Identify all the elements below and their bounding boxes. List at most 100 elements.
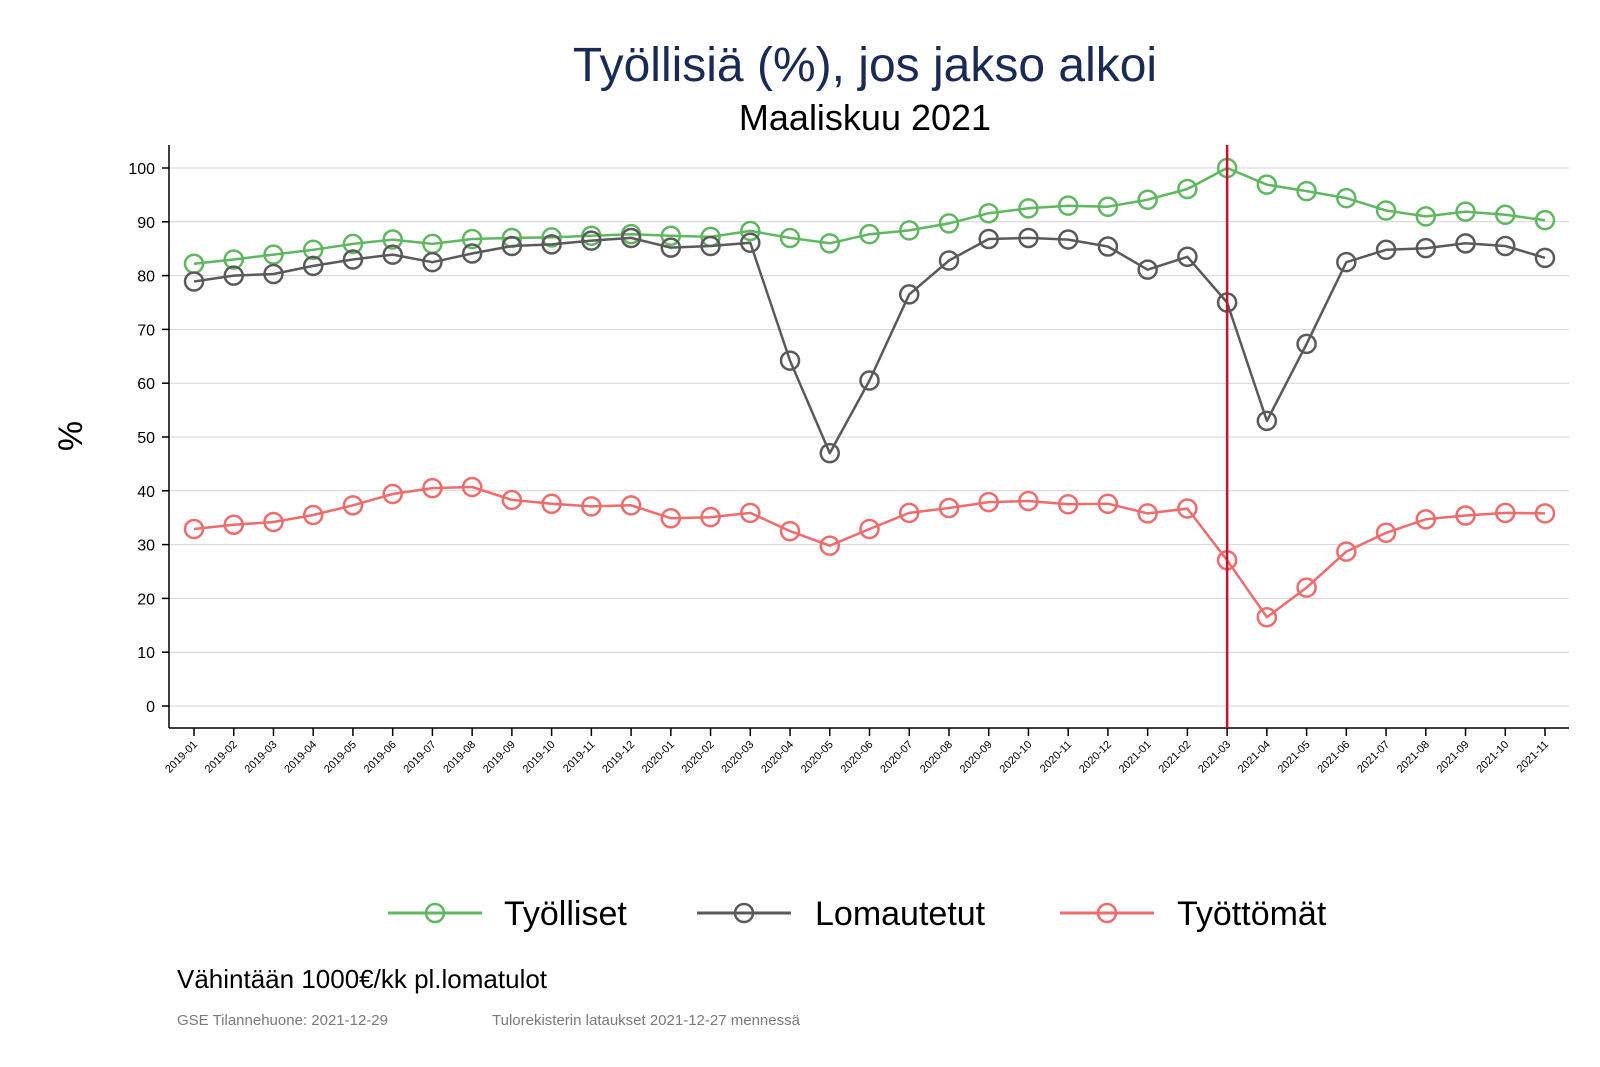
data-point-lomautetut[interactable] [581,230,602,251]
data-point-tyolliset[interactable] [342,233,364,255]
data-point-tyottomat[interactable] [1256,606,1278,628]
data-point-lomautetut[interactable] [1256,410,1278,432]
data-point-tyolliset[interactable] [1415,206,1437,227]
data-point-tyottomat[interactable] [700,506,721,528]
data-point-tyottomat[interactable] [1375,522,1397,544]
data-point-lomautetut[interactable] [938,250,960,271]
data-point-lomautetut[interactable] [541,234,562,255]
data-point-lomautetut[interactable] [1415,237,1437,259]
data-point-tyottomat[interactable] [183,518,205,540]
data-point-tyolliset[interactable] [1097,196,1119,217]
data-point-lomautetut[interactable] [978,228,999,250]
data-point-lomautetut[interactable] [819,442,841,464]
data-point-lomautetut[interactable] [461,243,483,264]
data-point-tyolliset[interactable] [779,227,801,249]
data-point-tyottomat[interactable] [422,477,443,499]
data-point-lomautetut[interactable] [223,265,244,286]
data-point-tyottomat[interactable] [382,483,403,505]
data-point-tyottomat[interactable] [620,495,642,516]
data-point-lomautetut[interactable] [740,232,761,254]
data-point-tyottomat[interactable] [342,495,364,516]
data-point-tyolliset[interactable] [859,223,880,245]
data-point-tyottomat[interactable] [1534,503,1556,524]
data-point-tyottomat[interactable] [1455,505,1476,526]
data-point-tyottomat[interactable] [1097,493,1119,514]
data-point-tyolliset[interactable] [1177,178,1198,200]
data-point-lomautetut[interactable] [779,350,801,371]
data-point-tyolliset[interactable] [263,244,284,265]
data-point-tyottomat[interactable] [541,493,562,514]
data-point-lomautetut[interactable] [1296,333,1317,355]
data-point-tyolliset[interactable] [1495,204,1516,226]
data-point-lomautetut[interactable] [1534,247,1556,269]
data-point-lomautetut[interactable] [183,271,205,292]
data-point-lomautetut[interactable] [263,263,284,285]
data-point-lomautetut[interactable] [1336,251,1357,273]
data-point-tyolliset[interactable] [1375,200,1397,221]
data-point-lomautetut[interactable] [382,244,403,265]
data-point-lomautetut[interactable] [898,284,920,305]
data-point-lomautetut[interactable] [1018,227,1039,249]
data-point-tyolliset[interactable] [1256,174,1278,195]
data-point-tyottomat[interactable] [581,496,602,517]
data-point-lomautetut[interactable] [1455,233,1476,254]
data-point-tyolliset[interactable] [541,227,562,248]
data-point-tyolliset[interactable] [302,239,324,261]
data-point-tyolliset[interactable] [461,228,483,250]
data-point-tyottomat[interactable] [898,502,920,524]
data-point-tyottomat[interactable] [302,504,324,526]
data-point-tyolliset[interactable] [1455,201,1476,222]
data-point-tyottomat[interactable] [779,520,801,542]
data-point-lomautetut[interactable] [660,237,682,258]
data-point-lomautetut[interactable] [620,227,642,249]
data-point-lomautetut[interactable] [1375,239,1397,261]
data-point-tyolliset[interactable] [740,220,761,242]
data-point-tyottomat[interactable] [1137,503,1158,524]
data-point-tyolliset[interactable] [382,229,403,250]
data-point-tyottomat[interactable] [660,507,682,529]
data-point-tyolliset[interactable] [898,220,920,241]
data-point-lomautetut[interactable] [700,235,721,257]
data-point-lomautetut[interactable] [1177,246,1198,268]
data-point-lomautetut[interactable] [302,255,324,277]
data-point-lomautetut[interactable] [1137,259,1158,280]
data-point-tyottomat[interactable] [938,497,960,519]
data-point-tyolliset[interactable] [1137,189,1158,210]
data-point-tyolliset[interactable] [1296,180,1317,202]
data-point-tyolliset[interactable] [978,202,999,224]
data-point-tyottomat[interactable] [1177,498,1198,519]
data-point-tyottomat[interactable] [1495,502,1516,524]
data-point-lomautetut[interactable] [1097,236,1119,257]
data-point-tyottomat[interactable] [1018,490,1039,512]
data-point-tyottomat[interactable] [1336,541,1357,562]
data-point-tyottomat[interactable] [978,491,999,513]
data-point-tyolliset[interactable] [819,233,841,254]
data-point-lomautetut[interactable] [1495,235,1516,257]
data-point-lomautetut[interactable] [342,249,364,270]
data-point-tyolliset[interactable] [1018,198,1039,219]
data-point-tyottomat[interactable] [263,511,284,533]
data-point-lomautetut[interactable] [501,235,523,257]
data-point-tyottomat[interactable] [223,514,244,535]
data-point-tyolliset[interactable] [1057,195,1079,216]
data-point-tyottomat[interactable] [740,502,761,524]
data-point-tyolliset[interactable] [660,225,682,247]
legend-item-lomautetut[interactable]: Lomautetut [697,895,986,933]
data-point-tyottomat[interactable] [819,535,841,556]
legend-item-tyolliset[interactable]: Työlliset [388,895,627,933]
data-point-tyottomat[interactable] [1057,494,1079,515]
data-point-tyolliset[interactable] [1534,209,1556,231]
data-point-tyottomat[interactable] [461,476,483,498]
data-point-lomautetut[interactable] [859,370,880,391]
data-point-tyottomat[interactable] [501,489,523,511]
data-point-tyottomat[interactable] [1415,509,1437,530]
data-point-tyolliset[interactable] [223,249,244,270]
data-point-tyolliset[interactable] [1336,187,1357,209]
data-point-tyolliset[interactable] [938,213,960,234]
legend-item-tyottomat[interactable]: Työttömät [1060,895,1327,933]
data-point-lomautetut[interactable] [422,251,443,273]
y-tick-label: 90 [137,215,155,232]
data-point-tyottomat[interactable] [859,518,880,540]
data-point-lomautetut[interactable] [1057,229,1079,250]
data-point-tyottomat[interactable] [1296,577,1317,598]
